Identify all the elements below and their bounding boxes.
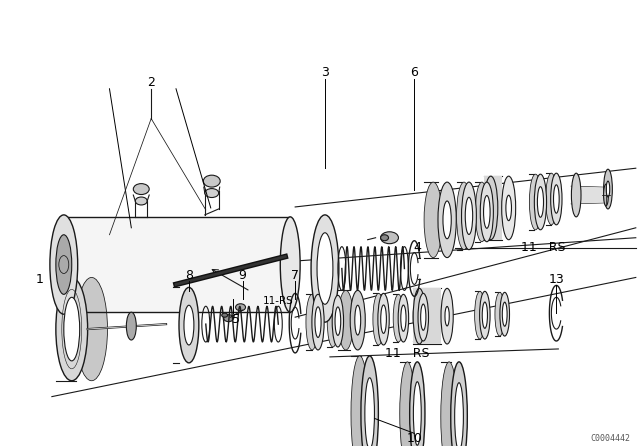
Polygon shape: [64, 217, 290, 312]
Ellipse shape: [502, 302, 507, 326]
Ellipse shape: [445, 306, 449, 326]
Text: 8: 8: [185, 269, 193, 282]
Ellipse shape: [221, 313, 228, 317]
Ellipse shape: [572, 173, 581, 217]
Ellipse shape: [554, 185, 559, 213]
Ellipse shape: [315, 307, 321, 337]
Ellipse shape: [529, 174, 541, 230]
Ellipse shape: [236, 304, 246, 311]
Ellipse shape: [398, 294, 409, 342]
Ellipse shape: [361, 356, 378, 448]
Ellipse shape: [381, 235, 388, 241]
Ellipse shape: [482, 302, 488, 328]
Ellipse shape: [413, 289, 426, 344]
Ellipse shape: [456, 182, 472, 250]
Ellipse shape: [502, 176, 516, 240]
Ellipse shape: [393, 294, 404, 342]
Ellipse shape: [413, 293, 424, 341]
Text: 5: 5: [232, 313, 239, 326]
Ellipse shape: [534, 174, 547, 230]
Ellipse shape: [351, 356, 369, 448]
Ellipse shape: [451, 362, 467, 448]
Ellipse shape: [205, 189, 219, 198]
Polygon shape: [413, 289, 441, 344]
Ellipse shape: [56, 235, 72, 294]
Ellipse shape: [441, 289, 453, 344]
Ellipse shape: [381, 232, 399, 244]
Ellipse shape: [546, 173, 557, 225]
Ellipse shape: [280, 217, 300, 312]
Ellipse shape: [506, 195, 511, 221]
Ellipse shape: [184, 305, 194, 345]
Ellipse shape: [64, 297, 80, 361]
Ellipse shape: [400, 362, 415, 448]
Ellipse shape: [401, 305, 406, 331]
Text: 7: 7: [291, 269, 299, 282]
Ellipse shape: [350, 290, 365, 350]
Ellipse shape: [438, 182, 456, 258]
Text: 10: 10: [406, 432, 422, 445]
Ellipse shape: [332, 295, 344, 347]
Polygon shape: [484, 176, 502, 240]
Ellipse shape: [311, 215, 339, 322]
Text: 1: 1: [36, 273, 44, 286]
Ellipse shape: [410, 362, 425, 448]
Text: 11-RS: 11-RS: [263, 296, 294, 306]
Ellipse shape: [500, 293, 509, 336]
Ellipse shape: [461, 182, 476, 250]
Ellipse shape: [441, 362, 458, 448]
Text: 4: 4: [413, 241, 421, 254]
Text: 9: 9: [239, 269, 246, 282]
Ellipse shape: [312, 294, 324, 350]
Ellipse shape: [606, 181, 610, 197]
Text: 11   RS: 11 RS: [521, 241, 566, 254]
Ellipse shape: [335, 307, 340, 336]
Ellipse shape: [475, 291, 485, 339]
Ellipse shape: [317, 233, 333, 304]
Text: C0004442: C0004442: [590, 434, 630, 443]
Ellipse shape: [378, 293, 389, 345]
Ellipse shape: [443, 201, 451, 239]
Ellipse shape: [223, 314, 234, 322]
Ellipse shape: [484, 195, 490, 228]
Ellipse shape: [420, 304, 426, 330]
Ellipse shape: [495, 293, 504, 336]
Ellipse shape: [126, 312, 136, 340]
Ellipse shape: [306, 294, 318, 350]
Ellipse shape: [381, 305, 387, 333]
Text: 2: 2: [147, 76, 155, 89]
Ellipse shape: [327, 295, 339, 347]
Ellipse shape: [56, 277, 88, 381]
Ellipse shape: [133, 184, 149, 194]
Ellipse shape: [373, 293, 384, 345]
Ellipse shape: [465, 197, 473, 234]
Polygon shape: [572, 186, 606, 204]
Ellipse shape: [604, 169, 612, 209]
Ellipse shape: [484, 176, 498, 240]
Ellipse shape: [413, 382, 421, 445]
Ellipse shape: [135, 197, 147, 205]
Text: 11   RS: 11 RS: [385, 347, 429, 361]
Ellipse shape: [339, 290, 353, 350]
Text: 13: 13: [548, 273, 564, 286]
Ellipse shape: [454, 383, 463, 448]
Ellipse shape: [76, 277, 108, 381]
Ellipse shape: [50, 215, 77, 314]
Ellipse shape: [424, 182, 442, 258]
Text: 3: 3: [321, 66, 329, 79]
Ellipse shape: [550, 173, 562, 225]
Ellipse shape: [355, 305, 361, 335]
Ellipse shape: [538, 187, 543, 217]
Ellipse shape: [204, 175, 220, 187]
Ellipse shape: [365, 378, 374, 448]
Ellipse shape: [604, 184, 609, 206]
Ellipse shape: [480, 182, 493, 242]
Text: 6: 6: [410, 66, 419, 79]
Ellipse shape: [179, 287, 199, 363]
Ellipse shape: [476, 182, 488, 242]
Ellipse shape: [418, 293, 429, 341]
Ellipse shape: [479, 291, 490, 339]
